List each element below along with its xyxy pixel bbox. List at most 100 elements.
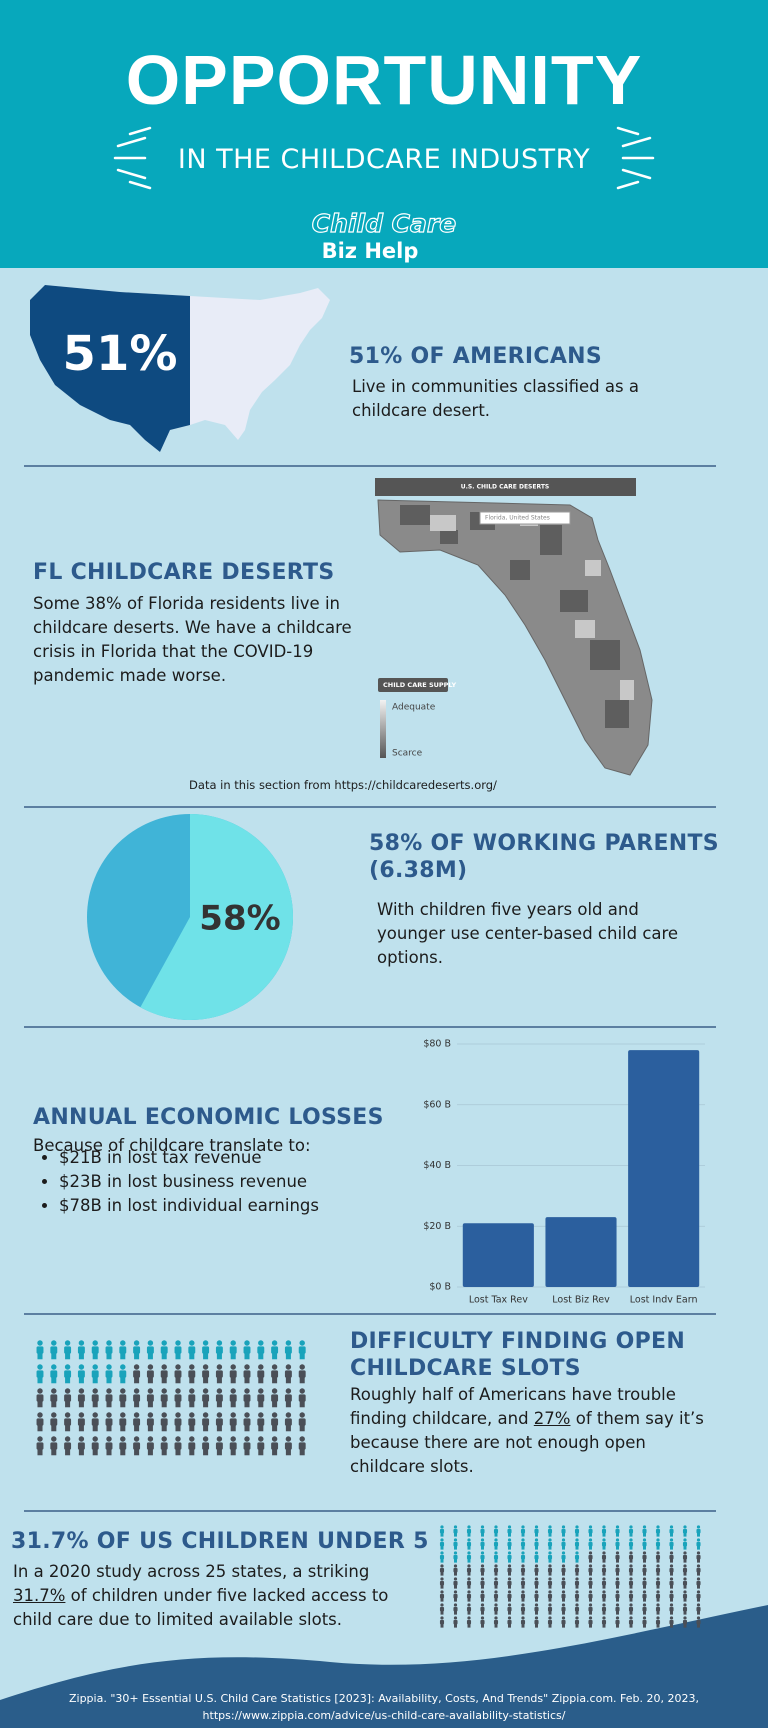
icon-head — [216, 1340, 223, 1346]
icon-legs — [548, 1532, 552, 1537]
icon-body — [243, 1346, 251, 1354]
icon-legs — [697, 1584, 700, 1589]
person-icon — [669, 1551, 674, 1563]
person-icon — [480, 1564, 485, 1576]
person-icon — [588, 1577, 593, 1589]
icon-legs — [216, 1424, 222, 1432]
icon-legs — [106, 1400, 112, 1408]
icon-body — [119, 1442, 127, 1450]
person-icon — [257, 1388, 265, 1408]
icon-body — [520, 1554, 526, 1560]
florida-map — [377, 499, 653, 776]
icon-legs — [616, 1610, 619, 1615]
icon-legs — [147, 1448, 153, 1456]
icon-head — [561, 1616, 566, 1620]
icon-body — [298, 1418, 306, 1426]
icon-legs — [602, 1571, 606, 1576]
icon-body — [520, 1567, 526, 1573]
icon-legs — [134, 1448, 140, 1456]
icon-legs — [467, 1545, 471, 1550]
icon-body — [188, 1370, 196, 1378]
icon-body — [696, 1619, 701, 1625]
icon-body — [119, 1346, 127, 1354]
icon-head — [534, 1590, 539, 1594]
person-icon — [507, 1590, 512, 1602]
icon-body — [36, 1394, 44, 1402]
icon-legs — [589, 1623, 592, 1628]
icon-legs — [120, 1376, 126, 1384]
icon-body — [655, 1528, 661, 1534]
person-icon — [453, 1577, 458, 1589]
icon-head — [64, 1436, 71, 1442]
icon-body — [77, 1346, 85, 1354]
body-text: Live in communities classified as a chil… — [352, 377, 639, 420]
icon-legs — [37, 1376, 43, 1384]
person-icon — [439, 1577, 445, 1589]
icon-body — [601, 1541, 607, 1547]
person-icon — [682, 1590, 688, 1602]
bar-chart: $0 B $20 B $40 B $60 B $80 B Lost Tax Rev Lost… — [423, 1039, 705, 1306]
icon-body — [628, 1593, 634, 1599]
icon-body — [480, 1528, 485, 1534]
icon-body — [480, 1554, 485, 1560]
person-icon — [91, 1340, 99, 1360]
icon-body — [588, 1619, 593, 1625]
icon-body — [257, 1442, 265, 1450]
icon-body — [160, 1346, 168, 1354]
icon-head — [147, 1436, 154, 1442]
icon-legs — [575, 1571, 579, 1576]
icon-body — [628, 1580, 634, 1586]
icon-head — [696, 1551, 701, 1555]
icon-head — [258, 1436, 264, 1442]
person-icon — [682, 1603, 688, 1615]
person-icon — [507, 1577, 512, 1589]
person-icon — [466, 1616, 472, 1628]
icon-body — [547, 1593, 553, 1599]
icon-body — [574, 1528, 580, 1534]
highlight: 31.7% — [13, 1586, 66, 1605]
icon-legs — [454, 1571, 457, 1576]
person-icon — [439, 1603, 445, 1615]
icon-body — [520, 1593, 526, 1599]
icon-legs — [494, 1610, 498, 1615]
icon-head — [161, 1436, 167, 1442]
icon-head — [64, 1364, 71, 1370]
icon-legs — [616, 1545, 619, 1550]
icon-body — [298, 1442, 306, 1450]
icon-body — [534, 1593, 539, 1599]
icon-head — [64, 1340, 71, 1346]
icon-legs — [51, 1400, 57, 1408]
icon-head — [629, 1603, 633, 1607]
icon-head — [271, 1388, 278, 1394]
icon-head — [120, 1436, 126, 1442]
icon-head — [106, 1388, 112, 1394]
icon-body — [642, 1541, 647, 1547]
icon-legs — [562, 1532, 565, 1537]
icon-head — [494, 1551, 498, 1555]
icon-head — [480, 1577, 485, 1581]
person-icon — [574, 1525, 580, 1537]
person-icon — [466, 1590, 472, 1602]
icon-head — [285, 1436, 292, 1442]
icon-head — [51, 1364, 57, 1370]
person-icon — [561, 1603, 566, 1615]
person-icon — [615, 1564, 620, 1576]
icon-head — [453, 1525, 458, 1529]
icon-body — [188, 1442, 196, 1450]
icon-legs — [285, 1448, 291, 1456]
person-icon — [133, 1388, 141, 1408]
person-icon — [507, 1525, 512, 1537]
icon-head — [175, 1340, 181, 1346]
icon-body — [160, 1394, 168, 1402]
icon-legs — [697, 1532, 700, 1537]
icon-head — [78, 1412, 85, 1418]
person-icon — [243, 1388, 251, 1408]
intro-text: Because of childcare translate to: — [33, 1136, 311, 1155]
icon-legs — [106, 1448, 112, 1456]
icon-body — [188, 1394, 196, 1402]
person-icon — [574, 1551, 580, 1563]
icon-body — [119, 1370, 127, 1378]
icon-legs — [454, 1623, 457, 1628]
person-icon — [257, 1436, 265, 1456]
icon-head — [683, 1616, 687, 1620]
